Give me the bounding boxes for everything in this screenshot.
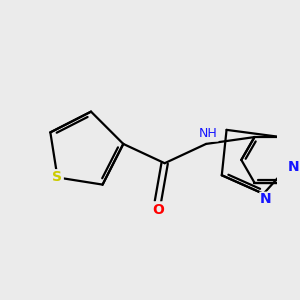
Text: S: S: [52, 170, 62, 184]
Text: N: N: [288, 160, 300, 174]
Text: O: O: [152, 202, 164, 217]
Text: NH: NH: [199, 128, 218, 140]
Text: N: N: [260, 192, 272, 206]
